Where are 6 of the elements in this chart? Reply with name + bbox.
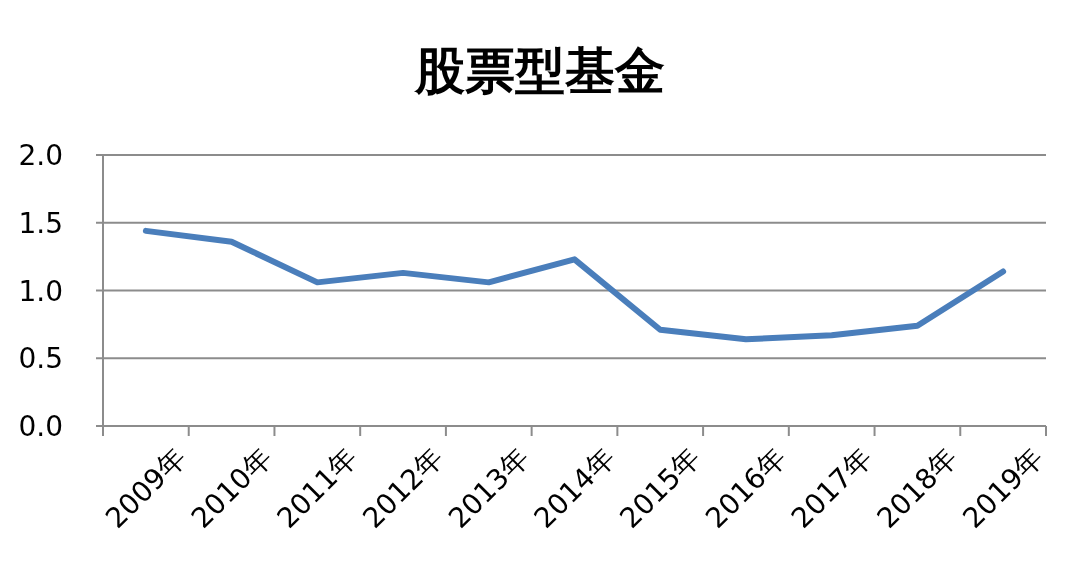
y-tick-label: 0.5 xyxy=(18,342,63,376)
y-tick-label: 2.0 xyxy=(18,139,63,172)
y-tick-label: 1.0 xyxy=(18,274,63,308)
y-tick-label: 0.0 xyxy=(18,410,63,443)
chart-title: 股票型基金 xyxy=(413,42,665,100)
y-tick-label: 1.5 xyxy=(18,206,63,240)
